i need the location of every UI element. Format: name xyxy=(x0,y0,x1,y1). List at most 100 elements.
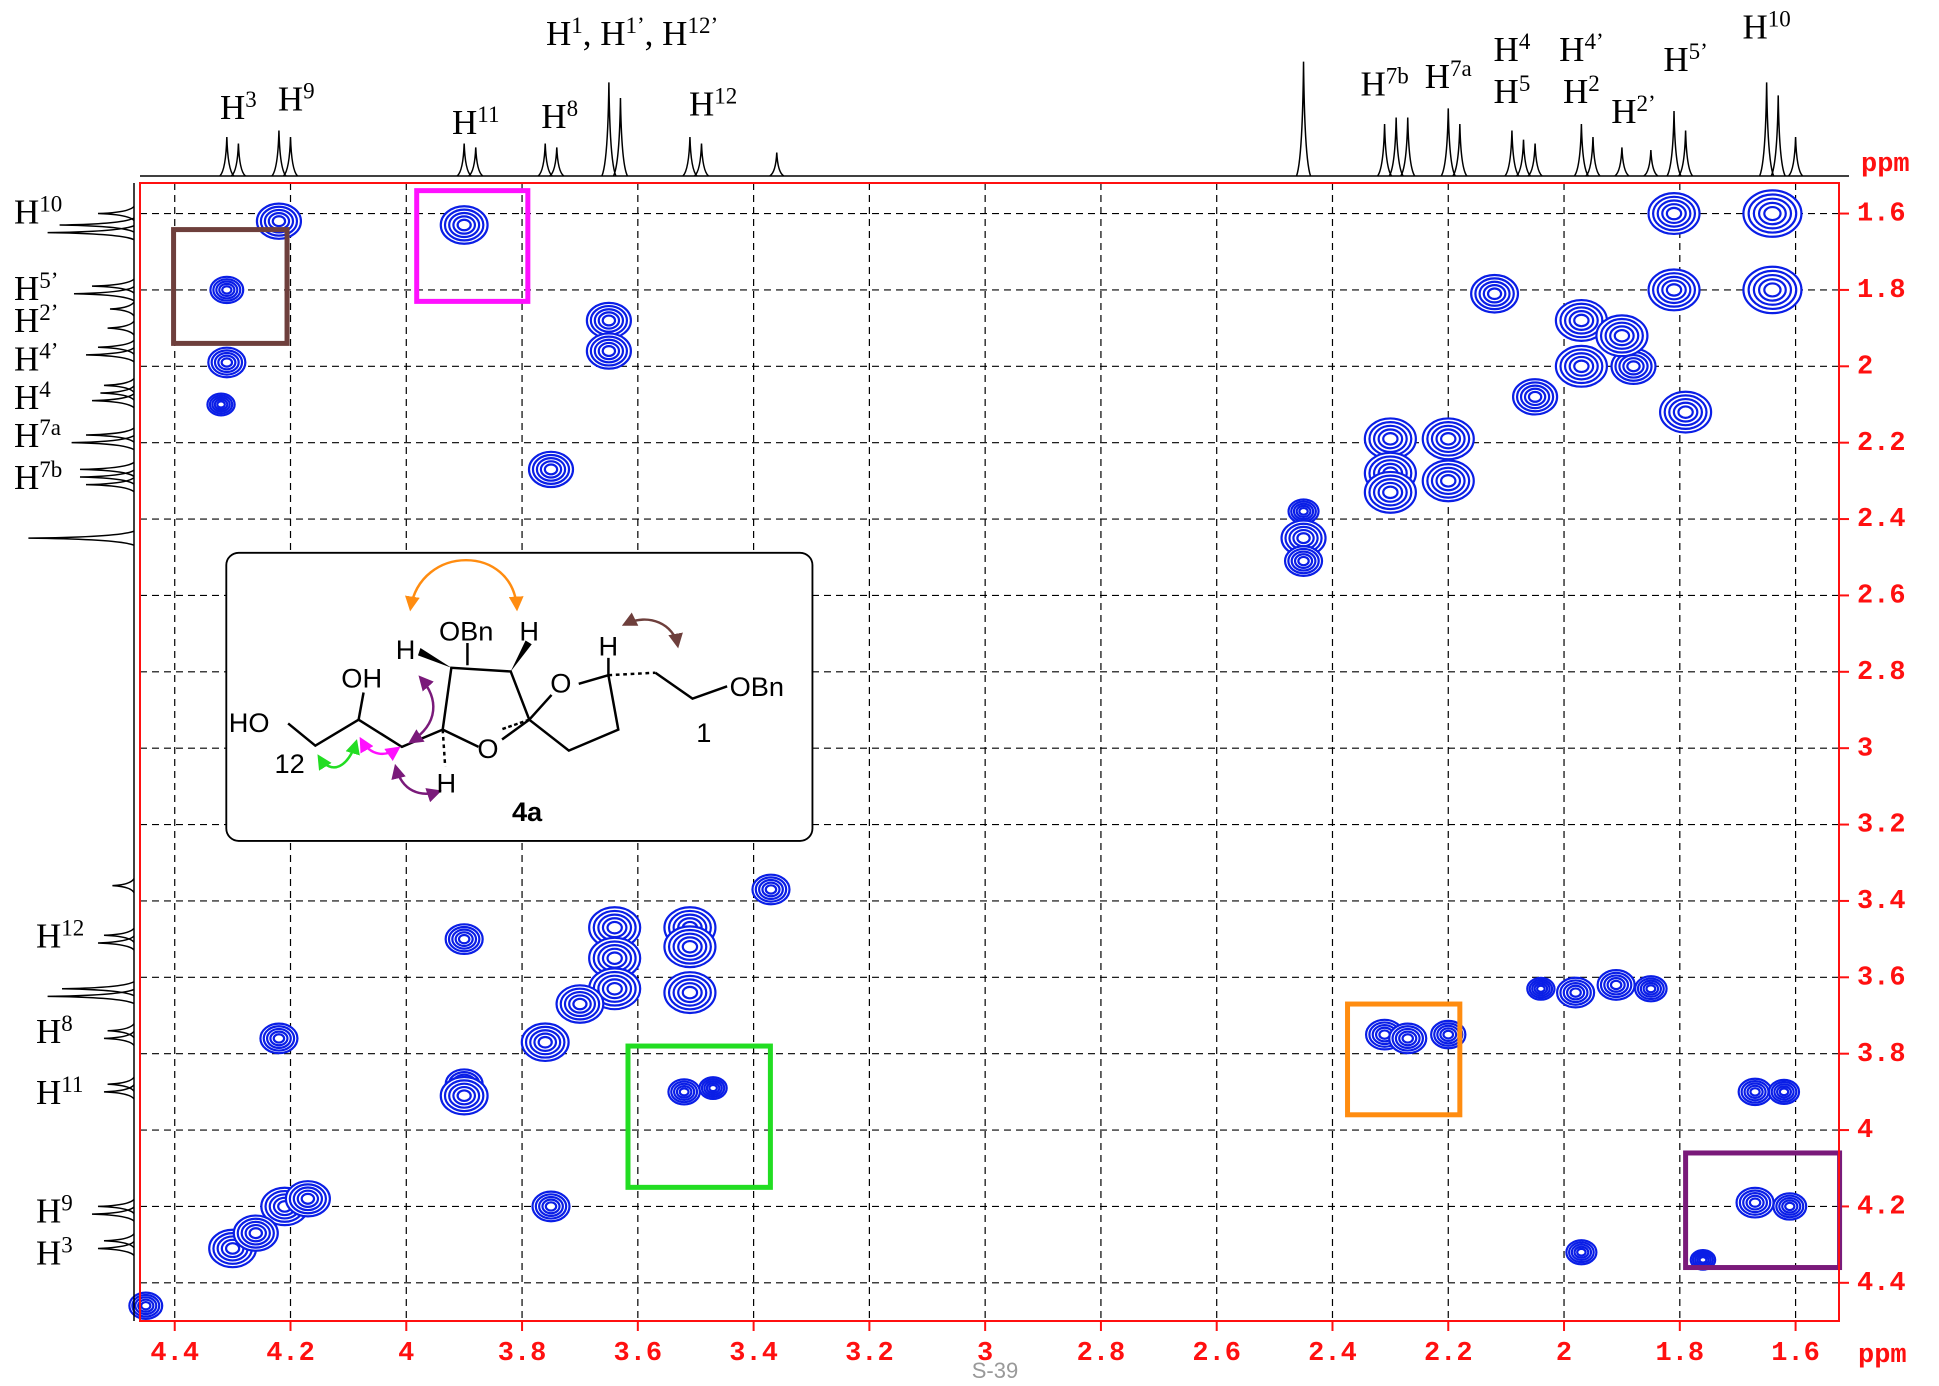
projection-peak xyxy=(1400,117,1416,177)
label-part: 7b xyxy=(39,457,62,482)
label-part: 2 xyxy=(1588,71,1600,96)
cross-peak xyxy=(128,1291,164,1320)
projection-peak xyxy=(1677,130,1694,177)
label-part: H xyxy=(1360,65,1385,104)
y-tick-label: 2.4 xyxy=(1857,505,1906,535)
projection-peak xyxy=(107,320,135,336)
x-tick-label: 4.2 xyxy=(266,1339,315,1369)
projection-peak xyxy=(97,1198,135,1215)
projection-peak xyxy=(271,130,287,177)
proton-label: H3 xyxy=(220,87,257,128)
y-axis-label: ppm xyxy=(1861,150,1910,180)
cross-peak xyxy=(1363,417,1417,461)
cross-peak xyxy=(1511,378,1559,416)
projection-peak xyxy=(47,224,135,241)
inset-label: O xyxy=(550,667,571,698)
cross-peak xyxy=(439,1075,489,1116)
projection-peak xyxy=(1527,143,1543,177)
inset-label: H xyxy=(599,630,619,661)
label-part: 5’ xyxy=(1689,38,1708,63)
cross-peak xyxy=(284,1180,331,1218)
projection-peak xyxy=(1614,147,1630,177)
projection-peak xyxy=(693,143,710,177)
label-part: 5 xyxy=(1519,71,1531,96)
label-part: H xyxy=(1494,72,1519,111)
inset-label: H xyxy=(396,634,416,665)
projection-peak xyxy=(549,147,565,177)
projection-peak xyxy=(230,143,246,177)
cross-peak xyxy=(232,1214,279,1252)
proton-label: H9 xyxy=(36,1190,73,1231)
highlight-box xyxy=(171,227,290,346)
label-part: H xyxy=(1611,92,1636,131)
projection-peak xyxy=(1585,136,1601,177)
proton-label: H3 xyxy=(36,1232,73,1273)
projection-peak xyxy=(47,988,135,1005)
x-tick-label: 3.6 xyxy=(614,1339,663,1369)
label-part: 10 xyxy=(39,191,62,216)
projection-peak xyxy=(91,1206,135,1222)
label-part: H xyxy=(220,88,245,127)
cross-peak xyxy=(1565,1239,1598,1266)
cross-peak xyxy=(1634,975,1668,1003)
proton-label: H4’ xyxy=(14,338,58,379)
label-part: 7a xyxy=(1450,56,1472,81)
label-part: H xyxy=(1563,72,1588,111)
inset-label: OBn xyxy=(439,616,493,647)
proton-label: H10 xyxy=(1742,6,1790,47)
cross-peak xyxy=(1556,976,1596,1009)
label-part: 7a xyxy=(39,415,61,440)
proton-label: H8 xyxy=(36,1010,73,1051)
cross-peak xyxy=(1430,1019,1467,1050)
cross-peak xyxy=(1742,189,1803,238)
proton-label: H7a xyxy=(14,415,61,456)
label-part: 8 xyxy=(567,95,579,120)
cross-peak xyxy=(663,971,717,1015)
highlight-box xyxy=(414,188,531,304)
proton-label: H7b xyxy=(14,457,62,498)
y-tick-label: 4 xyxy=(1857,1116,1873,1146)
projection-peak xyxy=(1515,139,1532,177)
projection-peak xyxy=(103,927,135,943)
label-part: H xyxy=(36,1012,61,1051)
y-tick-label: 2.6 xyxy=(1857,582,1906,612)
x-tick-label: 2 xyxy=(1556,1339,1572,1369)
projection-peak xyxy=(1295,61,1312,177)
label-part: 1’ xyxy=(626,12,645,37)
projection-peak xyxy=(107,1023,135,1039)
label-part: 4 xyxy=(1519,28,1531,53)
y-tick-label: 2.2 xyxy=(1857,429,1906,459)
projection-peak xyxy=(1758,82,1775,177)
cross-peak xyxy=(1526,976,1556,1001)
projection-peak xyxy=(97,935,135,951)
projection-peak xyxy=(97,1240,135,1257)
label-part: H xyxy=(452,103,477,142)
projection-peak xyxy=(107,1076,135,1092)
label-part: , H xyxy=(645,14,688,53)
label-part: 1 xyxy=(571,12,583,37)
y-tick-label: 3.6 xyxy=(1857,963,1906,993)
proton-label: H9 xyxy=(278,78,315,119)
proton-label: H2’ xyxy=(14,300,58,341)
projection-peak xyxy=(103,1233,135,1249)
cross-peak xyxy=(444,923,484,956)
proton-label: H8 xyxy=(541,95,578,136)
highlight-box xyxy=(625,1043,773,1190)
x-tick-label: 3 xyxy=(977,1339,993,1369)
cross-peak xyxy=(585,301,632,340)
cross-peak xyxy=(520,1022,570,1063)
y-tick-label: 4.4 xyxy=(1857,1269,1906,1299)
projection-peak xyxy=(112,878,135,894)
x-tick-label: 2.2 xyxy=(1424,1339,1473,1369)
label-part: H xyxy=(36,1073,61,1112)
y-tick-label: 3 xyxy=(1857,734,1873,764)
cross-peak xyxy=(1647,268,1701,312)
label-part: H xyxy=(36,916,61,955)
inset-label: 12 xyxy=(275,748,305,779)
cross-peak xyxy=(1554,298,1609,342)
label-part: H xyxy=(14,458,39,497)
cross-peak xyxy=(585,332,632,370)
projection-peak xyxy=(97,205,135,222)
projection-peak xyxy=(79,461,135,478)
cross-peak xyxy=(209,275,245,305)
